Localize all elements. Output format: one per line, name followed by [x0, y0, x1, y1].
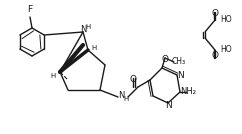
Text: HO: HO	[220, 46, 232, 55]
Text: H: H	[123, 96, 129, 102]
Text: H: H	[91, 45, 97, 51]
Text: F: F	[27, 5, 33, 14]
Text: H: H	[85, 24, 91, 30]
Text: H: H	[50, 73, 56, 79]
Text: HO: HO	[220, 16, 232, 25]
Text: N: N	[166, 101, 172, 111]
Text: CH₃: CH₃	[172, 57, 186, 66]
Text: O: O	[212, 51, 219, 60]
Text: O: O	[212, 10, 219, 18]
Text: N: N	[178, 70, 184, 79]
Text: N: N	[80, 25, 86, 34]
Text: O: O	[129, 75, 136, 83]
Text: NH₂: NH₂	[180, 88, 196, 96]
Text: O: O	[161, 55, 168, 64]
Text: N: N	[118, 90, 124, 100]
